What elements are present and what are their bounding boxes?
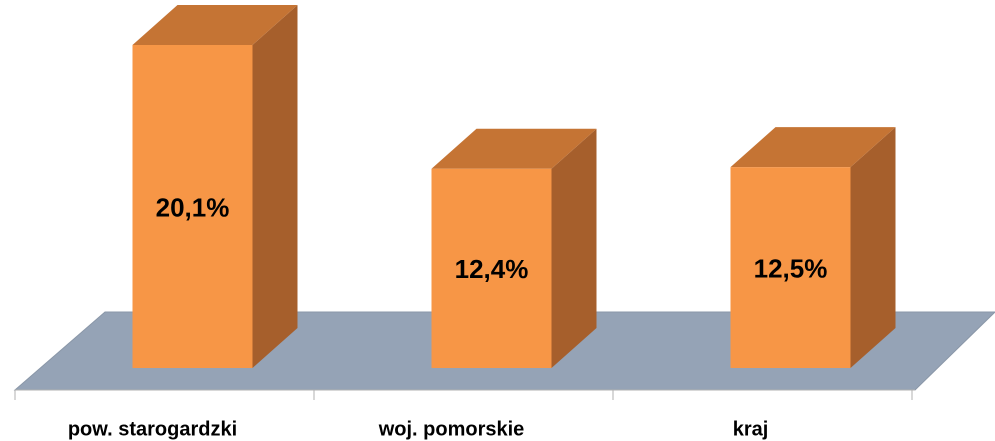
value-label: 12,5% [754, 253, 828, 283]
bar [132, 45, 253, 368]
bar-top [132, 5, 298, 45]
bar [730, 167, 851, 368]
bar-top [431, 128, 597, 169]
bar-side [551, 128, 597, 368]
x-tick-label: woj. pomorskie [378, 418, 525, 440]
value-label: 20,1% [156, 192, 230, 222]
bar [431, 168, 552, 368]
x-tick-label: kraj [733, 418, 769, 440]
value-label: 12,4% [455, 254, 529, 284]
bar-top [730, 127, 896, 168]
bar-side [252, 5, 298, 368]
bar-side [850, 127, 896, 368]
x-tick-label: pow. starogardzki [68, 418, 237, 440]
